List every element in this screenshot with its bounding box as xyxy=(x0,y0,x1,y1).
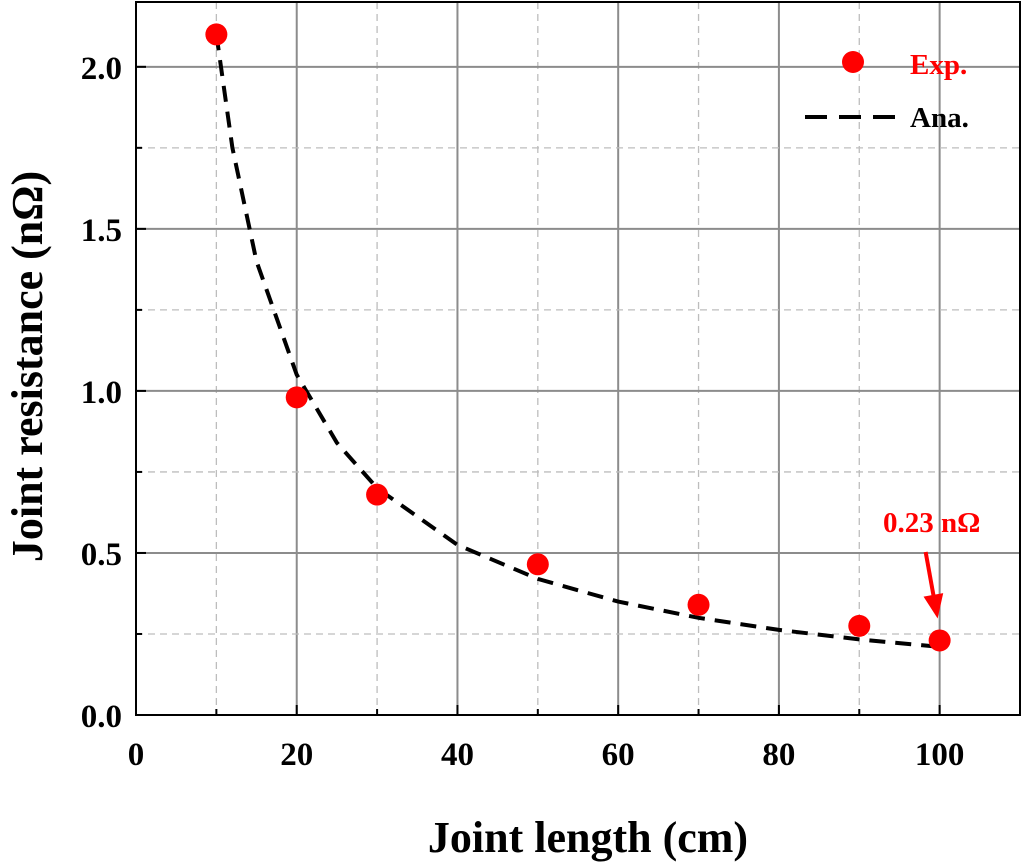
data-point-exp xyxy=(526,553,549,576)
y-tick-label: 1.0 xyxy=(81,375,122,411)
legend: Exp. Ana. xyxy=(805,49,969,134)
annotation-arrow-line xyxy=(923,551,937,603)
y-tick-label: 0.0 xyxy=(81,699,122,735)
plot-frame xyxy=(135,1,1021,716)
data-point-exp xyxy=(928,629,951,652)
legend-label-ana: Ana. xyxy=(910,102,969,134)
legend-label-exp: Exp. xyxy=(910,49,967,81)
annotation-arrow-head xyxy=(923,593,944,619)
x-tick-label: 0 xyxy=(128,737,145,773)
x-tick-label: 60 xyxy=(602,737,635,773)
y-tick-label: 1.5 xyxy=(81,213,122,249)
annotation: 0.23 nΩ xyxy=(883,507,980,619)
data-point-exp xyxy=(205,23,228,46)
x-axis-title: Joint length (cm) xyxy=(428,813,748,862)
x-tick-label: 40 xyxy=(441,737,474,773)
x-tick-label: 80 xyxy=(762,737,795,773)
data-point-exp xyxy=(687,593,710,616)
x-tick-label: 100 xyxy=(915,737,965,773)
y-tick-label: 0.5 xyxy=(81,537,122,573)
y-axis-title: Joint resistance (nΩ) xyxy=(3,171,52,562)
experimental-points-layer xyxy=(205,23,951,652)
axis-ticks xyxy=(135,65,941,716)
legend-marker-exp xyxy=(842,51,864,73)
data-point-exp xyxy=(366,483,389,506)
annotation-label: 0.23 nΩ xyxy=(883,507,980,539)
tick-labels: 0 20 40 60 80 100 0.0 0.5 1.0 1.5 2.0 xyxy=(81,51,965,773)
analytical-curve-layer xyxy=(214,34,940,649)
data-point-exp xyxy=(848,614,871,637)
grid xyxy=(136,2,1020,715)
x-tick-label: 20 xyxy=(280,737,313,773)
data-point-exp xyxy=(285,386,308,409)
analytical-curve xyxy=(214,34,940,649)
y-tick-label: 2.0 xyxy=(81,51,122,87)
